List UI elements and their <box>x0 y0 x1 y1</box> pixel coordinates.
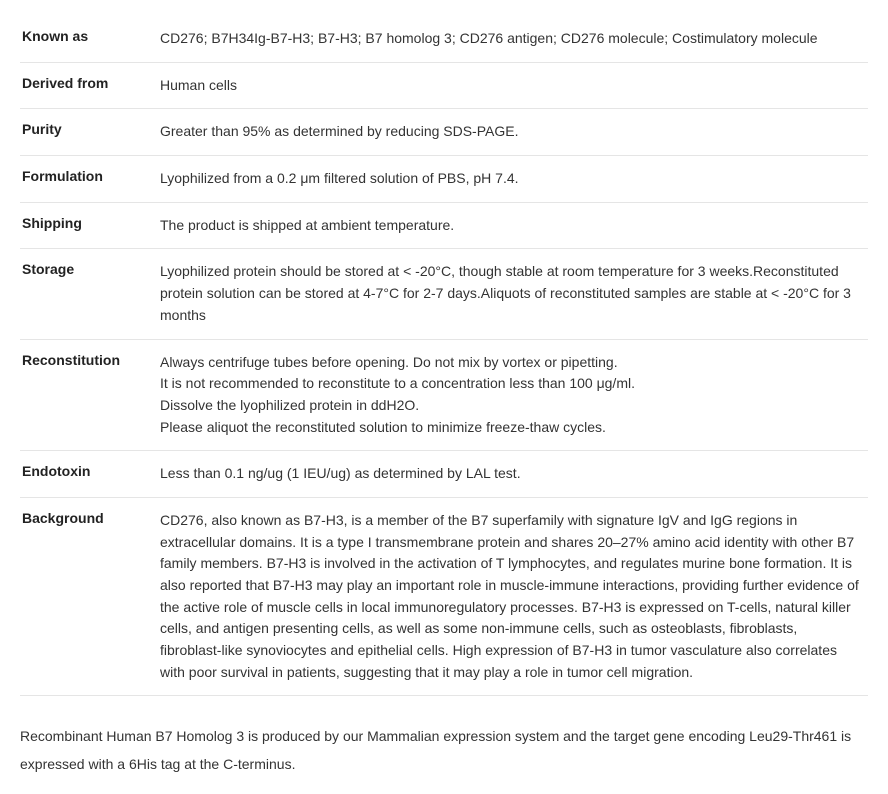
footer-text: Recombinant Human B7 Homolog 3 is produc… <box>20 722 868 778</box>
spec-row: StorageLyophilized protein should be sto… <box>20 249 868 339</box>
spec-row: FormulationLyophilized from a 0.2 μm fil… <box>20 156 868 203</box>
spec-label: Known as <box>20 16 158 62</box>
spec-label: Storage <box>20 249 158 339</box>
spec-row: ReconstitutionAlways centrifuge tubes be… <box>20 339 868 451</box>
spec-value: Less than 0.1 ng/ug (1 IEU/ug) as determ… <box>158 451 868 498</box>
spec-table: Known asCD276; B7H34Ig-B7-H3; B7-H3; B7 … <box>20 16 868 696</box>
spec-label: Reconstitution <box>20 339 158 451</box>
spec-row: PurityGreater than 95% as determined by … <box>20 109 868 156</box>
spec-value: Greater than 95% as determined by reduci… <box>158 109 868 156</box>
spec-row: ShippingThe product is shipped at ambien… <box>20 202 868 249</box>
spec-value: CD276, also known as B7-H3, is a member … <box>158 497 868 696</box>
spec-label: Derived from <box>20 62 158 109</box>
spec-table-body: Known asCD276; B7H34Ig-B7-H3; B7-H3; B7 … <box>20 16 868 696</box>
spec-value: The product is shipped at ambient temper… <box>158 202 868 249</box>
spec-value: Always centrifuge tubes before opening. … <box>158 339 868 451</box>
spec-value: Lyophilized protein should be stored at … <box>158 249 868 339</box>
spec-value: CD276; B7H34Ig-B7-H3; B7-H3; B7 homolog … <box>158 16 868 62</box>
spec-row: BackgroundCD276, also known as B7-H3, is… <box>20 497 868 696</box>
spec-label: Purity <box>20 109 158 156</box>
spec-label: Shipping <box>20 202 158 249</box>
spec-label: Endotoxin <box>20 451 158 498</box>
spec-value: Lyophilized from a 0.2 μm filtered solut… <box>158 156 868 203</box>
spec-row: EndotoxinLess than 0.1 ng/ug (1 IEU/ug) … <box>20 451 868 498</box>
spec-label: Formulation <box>20 156 158 203</box>
spec-label: Background <box>20 497 158 696</box>
spec-row: Derived fromHuman cells <box>20 62 868 109</box>
spec-row: Known asCD276; B7H34Ig-B7-H3; B7-H3; B7 … <box>20 16 868 62</box>
spec-value: Human cells <box>158 62 868 109</box>
